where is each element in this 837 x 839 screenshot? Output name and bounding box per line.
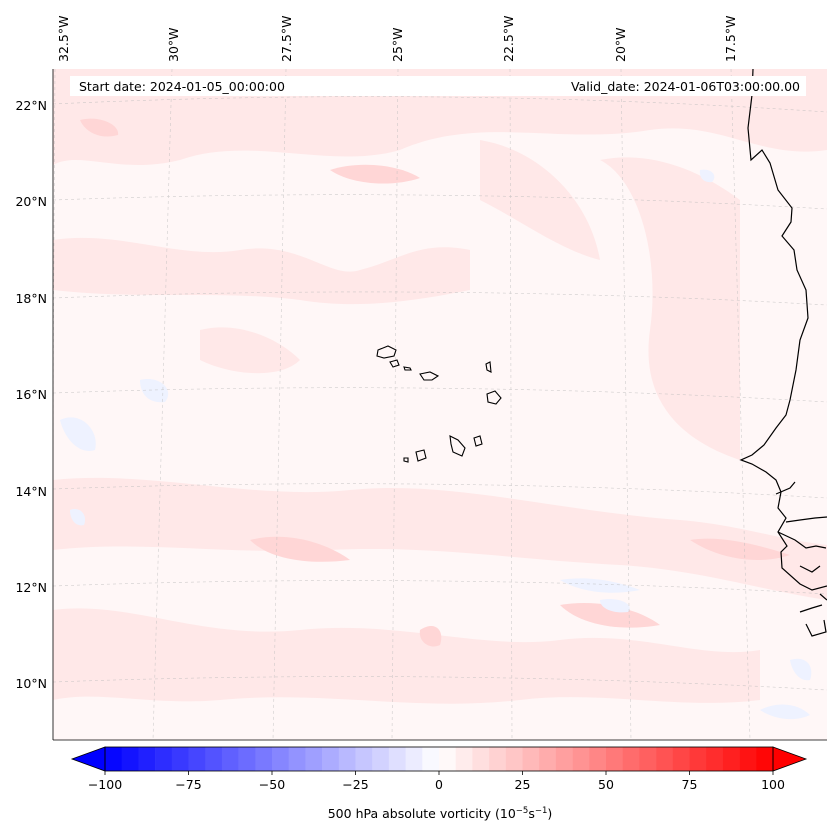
coastline-gambia-river <box>775 481 796 495</box>
colorbar-segment <box>338 747 356 771</box>
colorbar-segment <box>739 747 757 771</box>
colorbar-segment <box>555 747 573 771</box>
colorbar: −100 −75 −50 −25 0 25 50 75 100 <box>70 746 808 792</box>
colorbar-segment <box>171 747 189 771</box>
colorbar-segment <box>606 747 623 771</box>
colorbar-segment <box>305 747 323 771</box>
vorticity-positive-cores <box>80 118 790 647</box>
lat-label: 20°N <box>15 194 47 209</box>
coastline-guinea-bissau <box>777 516 827 637</box>
start-date-label: Start date: 2024-01-05_00:00:00 <box>79 79 285 94</box>
colorbar-segment <box>639 747 657 771</box>
lat-label: 16°N <box>15 387 47 402</box>
colorbar-segment <box>138 747 156 771</box>
lat-label: 22°N <box>15 98 47 113</box>
colorbar-segment <box>505 747 523 771</box>
colorbar-segment <box>756 747 774 771</box>
colorbar-segment <box>372 747 390 771</box>
lon-label: 27.5°W <box>279 16 294 62</box>
colorbar-tick-label: 75 <box>682 777 698 792</box>
colorbar-tick-label: 25 <box>515 777 531 792</box>
colorbar-segment <box>255 747 273 771</box>
lon-label: 32.5°W <box>56 16 71 62</box>
lon-label: 30°W <box>166 27 181 62</box>
colorbar-segment <box>238 747 256 771</box>
cape-verde-islands <box>376 345 502 463</box>
colorbar-tick-label: 100 <box>761 777 785 792</box>
colorbar-segment <box>388 747 406 771</box>
coastline-west-africa <box>739 69 827 591</box>
colorbar-segment <box>105 747 122 771</box>
colorbar-segment <box>188 747 206 771</box>
colorbar-segment <box>455 747 473 771</box>
colorbar-tick-label: −50 <box>259 777 285 792</box>
lon-label: 17.5°W <box>723 16 738 62</box>
lon-label: 20°W <box>613 27 628 62</box>
colorbar-segment <box>589 747 607 771</box>
map-panel <box>53 69 827 740</box>
lon-label: 25°W <box>390 27 405 62</box>
colorbar-tick-label: −25 <box>342 777 368 792</box>
colorbar-segment <box>472 747 490 771</box>
colorbar-segment <box>355 747 373 771</box>
colorbar-segment <box>288 747 306 771</box>
vorticity-negative-patches <box>60 169 812 720</box>
colorbar-segment <box>121 747 139 771</box>
lat-label: 18°N <box>15 291 47 306</box>
colorbar-segment <box>522 747 540 771</box>
colorbar-tick-label: −100 <box>88 777 122 792</box>
colorbar-extend-max <box>772 746 808 772</box>
colorbar-tick-label: −75 <box>175 777 201 792</box>
colorbar-segment <box>322 747 340 771</box>
colorbar-tick-label: 50 <box>598 777 614 792</box>
colorbar-segment <box>539 747 557 771</box>
valid-date-label: Valid_date: 2024-01-06T03:00:00.00 <box>571 79 800 94</box>
colorbar-segment <box>489 747 507 771</box>
colorbar-segment <box>622 747 640 771</box>
colorbar-segment <box>405 747 423 771</box>
colorbar-segment <box>656 747 674 771</box>
colorbar-segment <box>205 747 223 771</box>
graticule <box>53 69 827 740</box>
lon-label: 22.5°W <box>501 16 516 62</box>
colorbar-segment <box>672 747 690 771</box>
colorbar-segment <box>722 747 740 771</box>
colorbar-tick-label: 0 <box>435 777 443 792</box>
lat-label: 10°N <box>15 676 47 691</box>
latitude-labels: 22°N 20°N 18°N 16°N 14°N 12°N 10°N <box>15 98 47 691</box>
info-bar-background <box>70 76 806 96</box>
colorbar-extend-min <box>70 746 106 772</box>
colorbar-segment <box>422 747 440 771</box>
lat-label: 14°N <box>15 484 47 499</box>
colorbar-segment <box>221 747 239 771</box>
colorbar-segment <box>689 747 707 771</box>
colorbar-segment <box>439 747 456 771</box>
colorbar-segment <box>155 747 173 771</box>
colorbar-segment <box>706 747 724 771</box>
longitude-labels: 32.5°W 30°W 27.5°W 25°W 22.5°W 20°W 17.5… <box>56 16 738 62</box>
lat-label: 12°N <box>15 580 47 595</box>
colorbar-label: 500 hPa absolute vorticity (10−5s−1) <box>327 806 553 822</box>
colorbar-segment <box>272 747 289 771</box>
colorbar-segment <box>572 747 590 771</box>
